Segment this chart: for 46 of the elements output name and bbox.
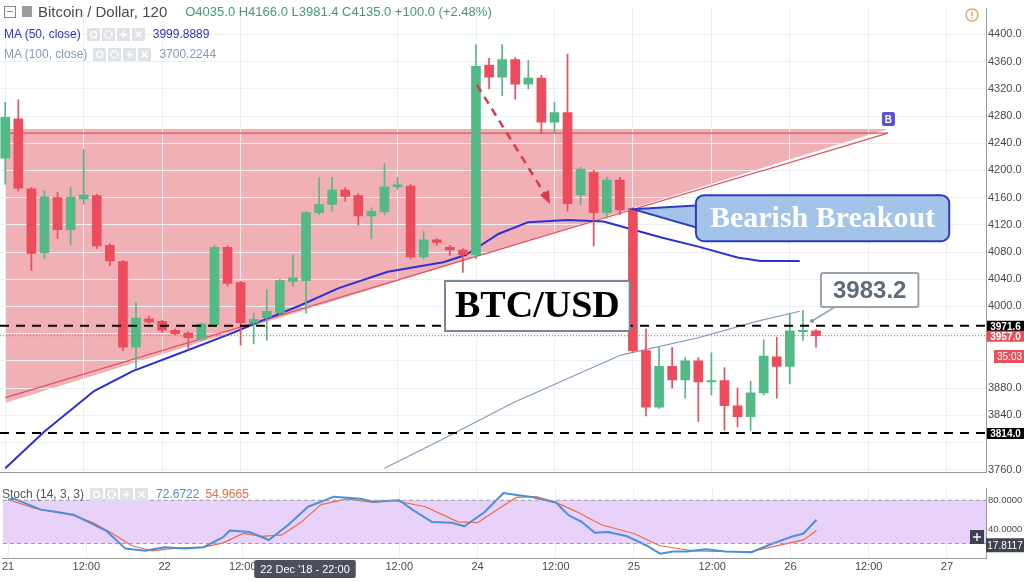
- y-tick-label: 40.0000: [988, 522, 1023, 534]
- y-tick-label: 4320.0: [988, 81, 1022, 94]
- y-tick-label: 3840.0: [988, 408, 1022, 421]
- y-tick-label: 3760.0: [988, 462, 1022, 475]
- annotation: 3983.2: [833, 275, 907, 303]
- y-tick-label: 4200.0: [988, 163, 1022, 176]
- y-tick-label: 4080.0: [988, 245, 1022, 258]
- chart-subtitle: O4035.0 H4166.0 L3981.4 C4135.0 +100.0 (+2.48%): [185, 4, 492, 19]
- x-tick-label: 12:00: [854, 559, 883, 572]
- x-tick-label: 12:00: [385, 559, 414, 572]
- y-tick-label: 4360.0: [988, 54, 1022, 67]
- ref-line-label: 3971.6: [990, 321, 1022, 333]
- y-tick-label: 4160.0: [988, 190, 1022, 203]
- annotation: B: [884, 113, 893, 125]
- chart-title: Stoch (14, 3, 3): [2, 487, 85, 502]
- annotation: 54.9665: [205, 487, 249, 502]
- x-tick-label: 12:00: [698, 559, 726, 572]
- annotation: BTC/USD: [455, 282, 620, 325]
- x-tick-label: 12:00: [541, 559, 570, 572]
- annotation: 17.8117: [987, 539, 1024, 551]
- y-tick-label: 4400.0: [988, 27, 1022, 40]
- annotation: 3700.2244: [159, 47, 217, 61]
- text: MA (100, close): [4, 47, 88, 61]
- x-tick-label: 22: [158, 559, 171, 572]
- annotation: Bearish Breakout: [709, 199, 936, 233]
- y-tick-label: 4040.0: [988, 272, 1022, 285]
- ref-line-label: 3957.0: [990, 330, 1022, 342]
- y-tick-label: 3880.0: [988, 381, 1022, 394]
- x-tick-label: 27: [940, 559, 954, 572]
- x-tick-label: 25: [627, 559, 641, 572]
- y-tick-label: 4120.0: [988, 217, 1022, 230]
- chart-title: Bitcoin / Dollar, 120: [38, 3, 168, 20]
- y-tick-label: 4280.0: [988, 109, 1022, 122]
- y-tick-label: 4000.0: [988, 299, 1022, 312]
- x-tick-label: 24: [471, 559, 484, 572]
- x-tick-label: 21: [1, 559, 15, 572]
- text: 35:03: [996, 351, 1023, 363]
- text: 22 Dec '18 - 22:00: [260, 563, 350, 576]
- y-tick-label: 80.0000: [988, 493, 1023, 505]
- x-tick-label: 26: [784, 559, 797, 572]
- ref-line-label: 3814.0: [990, 428, 1022, 440]
- y-tick-label: 4240.0: [988, 136, 1022, 149]
- annotation: 72.6722: [156, 487, 200, 502]
- text: MA (50, close): [4, 27, 81, 41]
- annotation: 3999.8889: [152, 27, 210, 41]
- x-tick-label: 12:00: [72, 559, 101, 572]
